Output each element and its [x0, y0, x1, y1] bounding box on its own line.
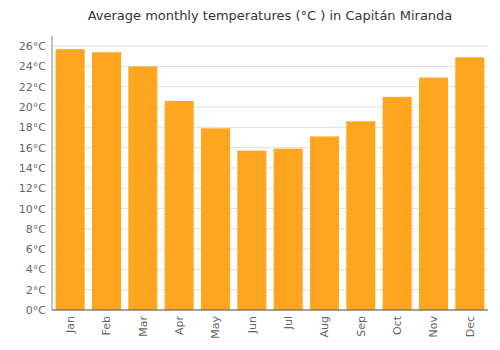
- grid-line: [52, 46, 488, 47]
- y-tick-label: 14°C: [19, 162, 46, 175]
- x-tick-label: Apr: [173, 316, 186, 336]
- y-tick-label: 16°C: [19, 142, 46, 155]
- bar: [237, 151, 266, 310]
- bar: [92, 52, 121, 310]
- x-tick-label: Sep: [355, 316, 368, 337]
- grid: [52, 46, 488, 310]
- chart: Average monthly temperatures (°C ) in Ca…: [0, 0, 500, 350]
- x-tick-label: Dec: [464, 316, 477, 337]
- bar: [346, 121, 375, 310]
- bar: [128, 66, 157, 310]
- y-tick-label: 6°C: [26, 243, 46, 256]
- y-tick-label: 10°C: [19, 203, 46, 216]
- bar: [419, 78, 448, 310]
- grid-line: [52, 310, 488, 311]
- y-axis-line: [52, 36, 53, 310]
- x-tick-label: Jul: [282, 316, 295, 330]
- chart-container: Average monthly temperatures (°C ) in Ca…: [0, 0, 500, 350]
- y-tick-label: 26°C: [19, 40, 46, 53]
- x-tick-label: Jun: [246, 316, 259, 334]
- x-axis-line: [52, 310, 488, 311]
- x-tick-label: Mar: [137, 316, 150, 337]
- bars: [56, 49, 485, 310]
- y-tick-label: 12°C: [19, 182, 46, 195]
- x-tick-label: Feb: [100, 316, 113, 335]
- y-tick-label: 0°C: [26, 304, 46, 317]
- bar: [455, 57, 484, 310]
- y-tick-label: 2°C: [26, 284, 46, 297]
- x-tick-label: Jan: [64, 316, 77, 334]
- y-tick-label: 24°C: [19, 60, 46, 73]
- title: Average monthly temperatures (°C ) in Ca…: [88, 8, 453, 23]
- y-tick-label: 22°C: [19, 81, 46, 94]
- x-tick-label: Nov: [427, 316, 440, 338]
- bar: [383, 97, 412, 310]
- y-tick-label: 4°C: [26, 263, 46, 276]
- bar: [310, 136, 339, 310]
- x-tick-label: Oct: [391, 315, 404, 335]
- bar: [274, 149, 303, 310]
- y-tick-label: 18°C: [19, 121, 46, 134]
- bar: [56, 49, 85, 310]
- x-tick-label: May: [209, 316, 222, 339]
- bar: [201, 128, 230, 310]
- y-tick-label: 20°C: [19, 101, 46, 114]
- x-tick-label: Aug: [318, 316, 331, 337]
- y-tick-label: 8°C: [26, 223, 46, 236]
- bar: [165, 101, 194, 310]
